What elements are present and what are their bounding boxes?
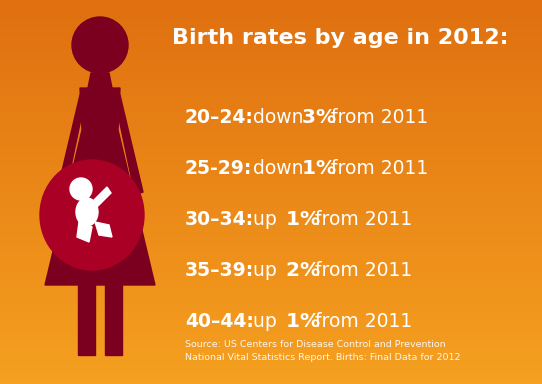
Text: 20–24:: 20–24: bbox=[185, 108, 254, 127]
Text: from 2011: from 2011 bbox=[309, 210, 412, 229]
Circle shape bbox=[70, 178, 92, 200]
Polygon shape bbox=[88, 73, 112, 88]
Polygon shape bbox=[57, 95, 86, 195]
Text: up: up bbox=[247, 312, 277, 331]
Text: up: up bbox=[247, 261, 277, 280]
Text: 1%: 1% bbox=[295, 159, 336, 178]
Polygon shape bbox=[114, 95, 143, 195]
Text: Source: US Centers for Disease Control and Prevention
National Vital Statistics : Source: US Centers for Disease Control a… bbox=[185, 340, 461, 361]
Text: 3%: 3% bbox=[295, 108, 336, 127]
Circle shape bbox=[72, 17, 128, 73]
Text: down: down bbox=[247, 159, 304, 178]
Text: up: up bbox=[247, 210, 277, 229]
Text: from 2011: from 2011 bbox=[325, 108, 428, 127]
Text: 35–39:: 35–39: bbox=[185, 261, 254, 280]
Text: 40–44:: 40–44: bbox=[185, 312, 254, 331]
Text: Birth rates by age in 2012:: Birth rates by age in 2012: bbox=[172, 28, 508, 48]
Text: 25-29:: 25-29: bbox=[185, 159, 253, 178]
Polygon shape bbox=[78, 283, 95, 355]
Polygon shape bbox=[77, 222, 92, 242]
Text: from 2011: from 2011 bbox=[325, 159, 428, 178]
Ellipse shape bbox=[40, 160, 144, 270]
Text: from 2011: from 2011 bbox=[309, 261, 412, 280]
Text: down: down bbox=[247, 108, 304, 127]
Text: 2%: 2% bbox=[279, 261, 320, 280]
Polygon shape bbox=[95, 222, 112, 237]
Text: 1%: 1% bbox=[279, 312, 320, 331]
Polygon shape bbox=[92, 187, 111, 207]
Text: 30–34:: 30–34: bbox=[185, 210, 254, 229]
Ellipse shape bbox=[76, 198, 98, 226]
Polygon shape bbox=[45, 88, 155, 285]
Polygon shape bbox=[105, 283, 122, 355]
Text: 1%: 1% bbox=[279, 210, 320, 229]
Text: from 2011: from 2011 bbox=[309, 312, 412, 331]
